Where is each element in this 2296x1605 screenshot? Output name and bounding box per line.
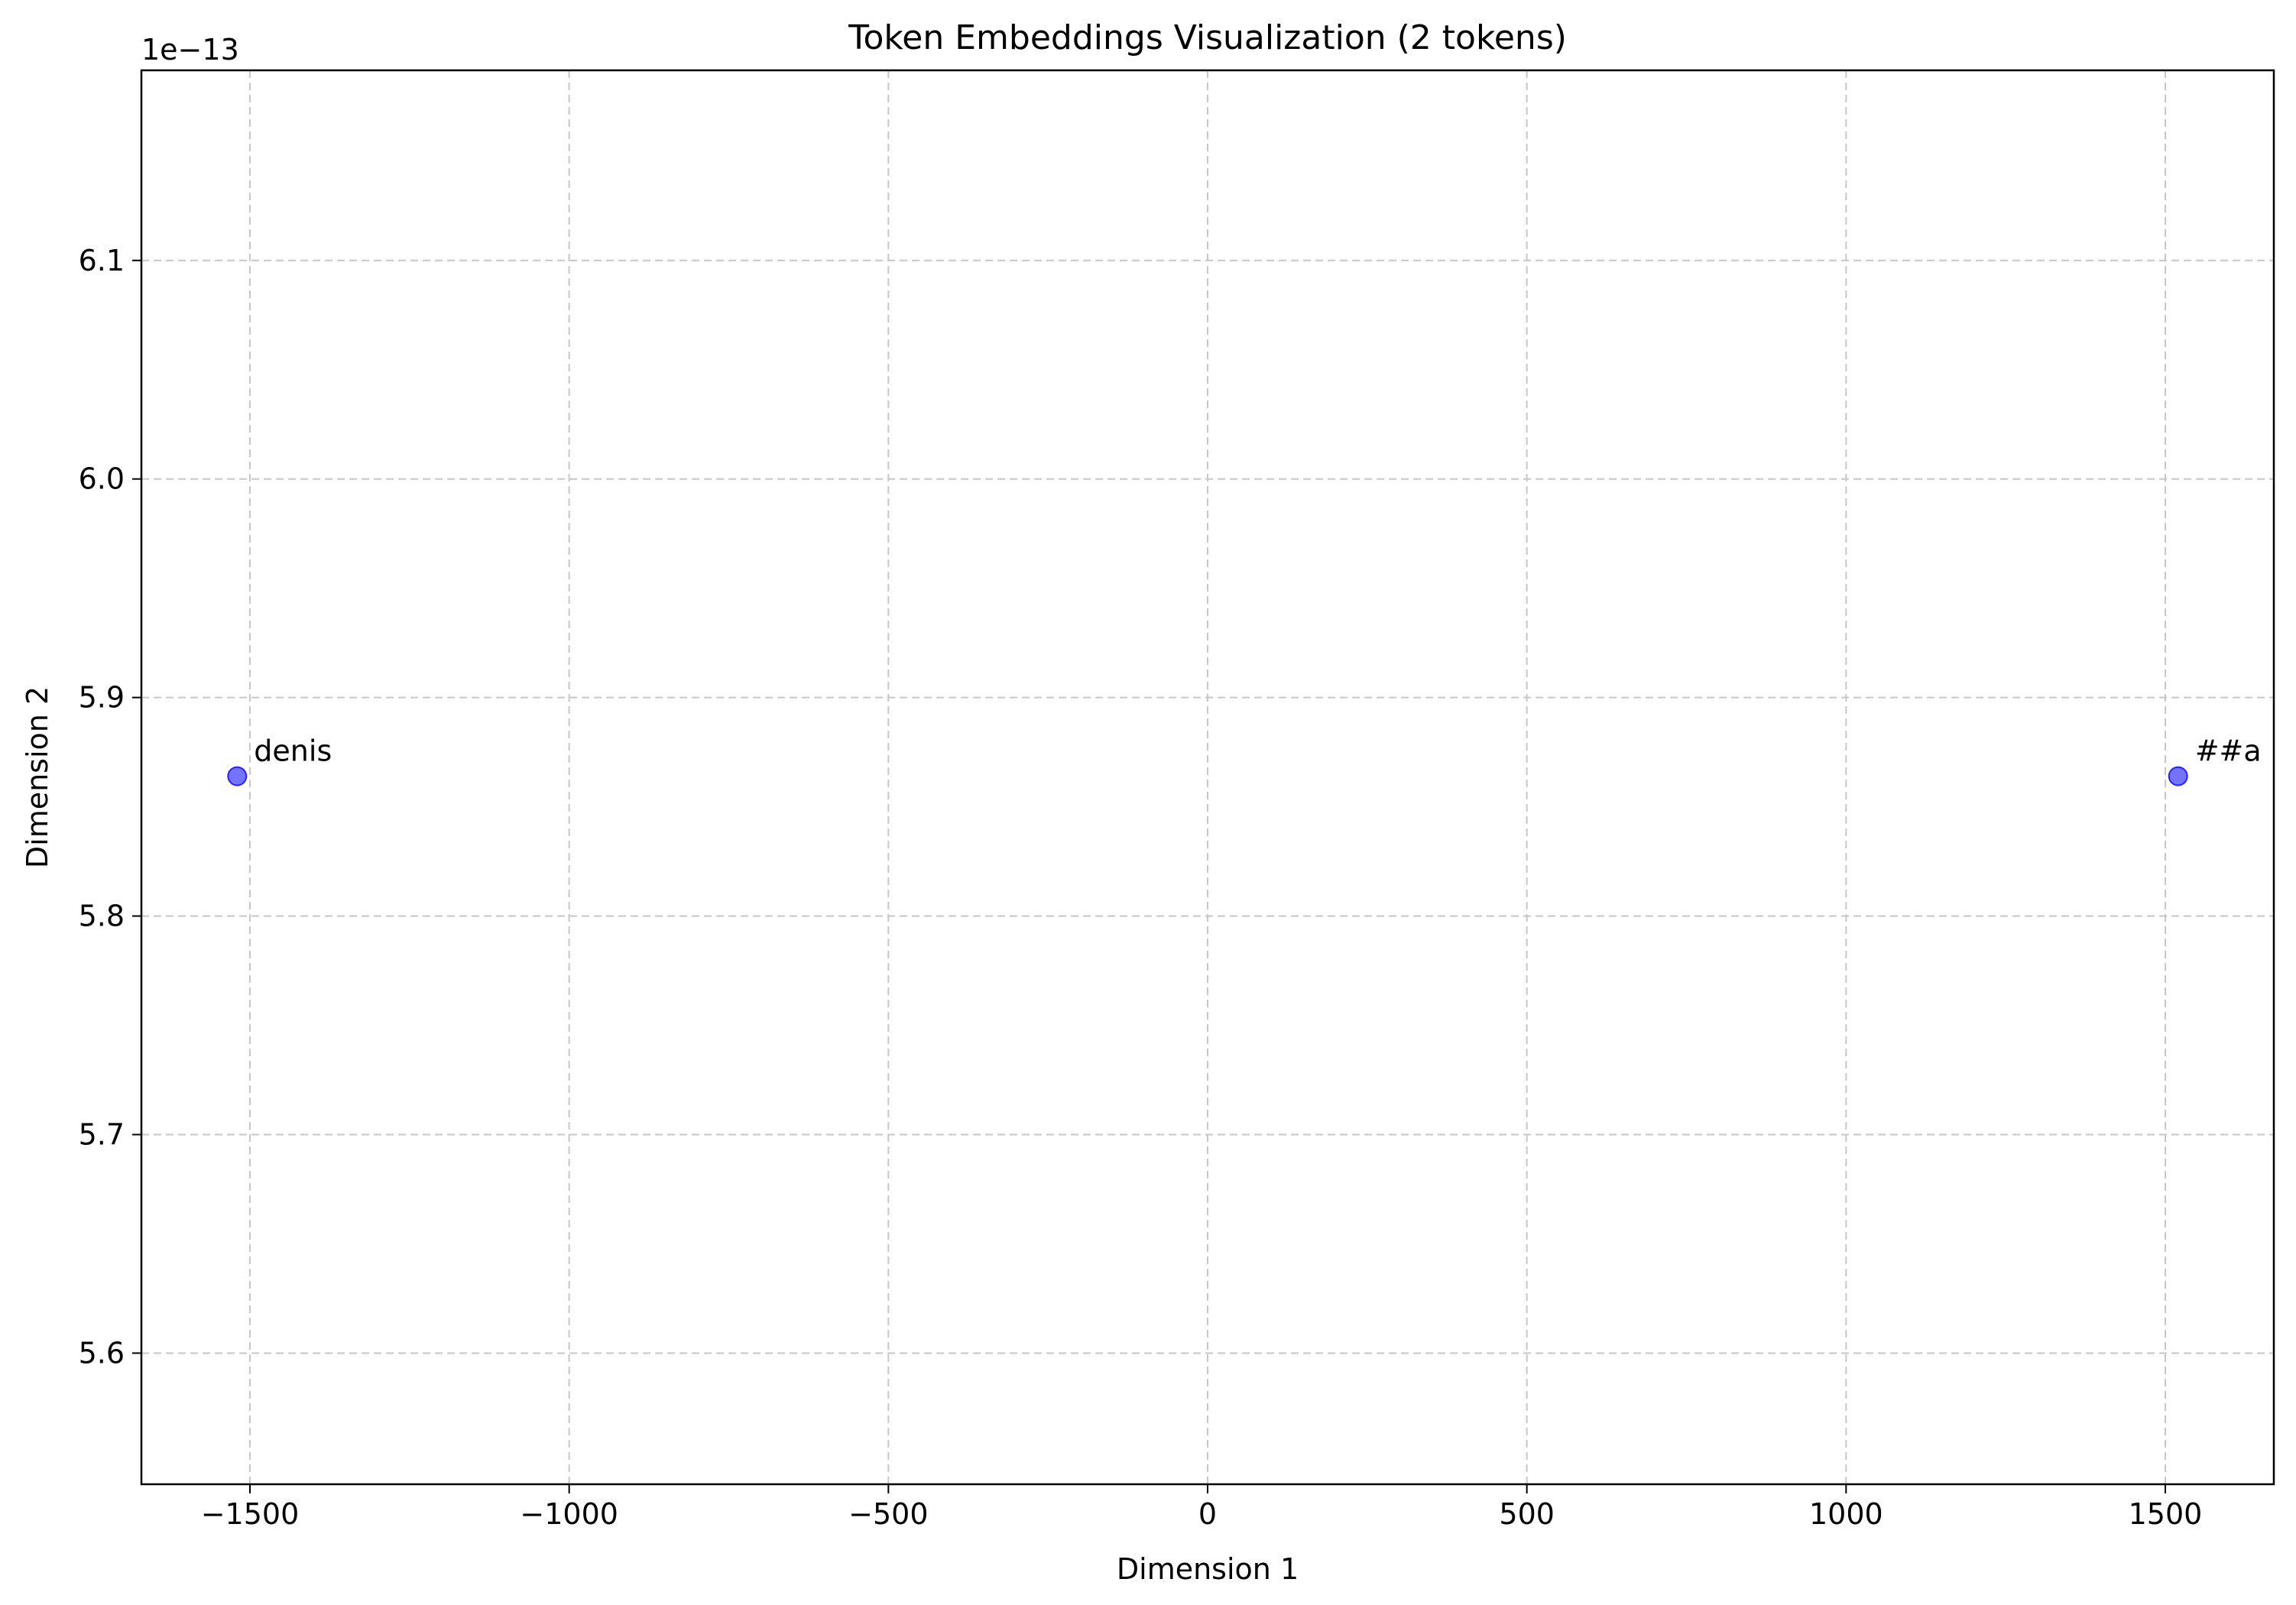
y-tick-label: 5.6: [79, 1336, 125, 1370]
y-tick-label: 5.7: [79, 1118, 125, 1152]
ticks-layer: −1500 −1000 −500 0 500 1000 1500 5.6 5.7 5.8 5.9 6.…: [79, 244, 2203, 1531]
point-annotation: denis: [254, 734, 332, 768]
grid-layer: [141, 70, 2274, 1484]
y-axis-offset-label: 1e−13: [141, 33, 239, 66]
y-axis-label: Dimension 2: [21, 686, 54, 868]
x-tick-label: −500: [848, 1497, 928, 1531]
point-annotation: ##a: [2195, 734, 2262, 768]
points-layer: denis ##a: [227, 734, 2262, 786]
x-tick-label: 1000: [1809, 1497, 1883, 1531]
y-tick-label: 6.0: [79, 462, 125, 496]
y-tick-label: 5.8: [79, 900, 125, 933]
chart-title: Token Embeddings Visualization (2 tokens…: [848, 18, 1567, 57]
x-tick-label: 1500: [2129, 1497, 2203, 1531]
scatter-point: [2168, 766, 2188, 786]
y-tick-label: 5.9: [79, 681, 125, 715]
x-tick-label: −1000: [520, 1497, 618, 1531]
plot-area-frame: [140, 69, 2275, 1486]
scatter-point: [227, 766, 248, 786]
x-tick-label: −1500: [201, 1497, 300, 1531]
x-tick-label: 0: [1198, 1497, 1217, 1531]
x-tick-label: 500: [1499, 1497, 1555, 1531]
y-tick-label: 6.1: [79, 244, 125, 277]
x-axis-label: Dimension 1: [1117, 1552, 1299, 1586]
